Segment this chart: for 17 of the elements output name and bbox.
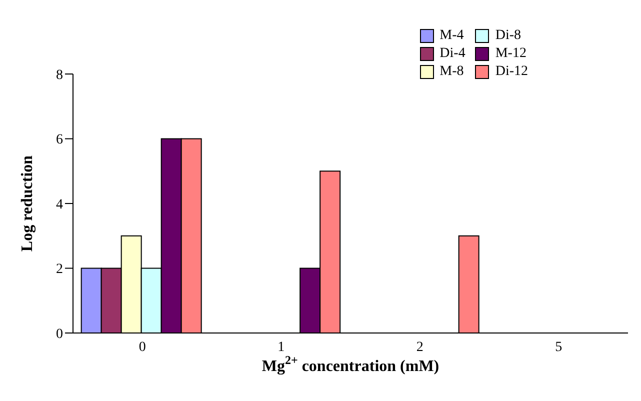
x-tick-label: 5 <box>555 340 562 355</box>
x-tick-label: 0 <box>138 340 146 355</box>
legend-label: Di-12 <box>495 64 528 80</box>
y-tick-label: 6 <box>56 132 63 148</box>
y-tick-label: 4 <box>56 197 63 212</box>
x-tick-label: 2 <box>416 340 424 355</box>
legend-label: M-12 <box>495 46 526 62</box>
legend-label: M-4 <box>440 28 464 44</box>
y-tick-label: 8 <box>56 68 63 83</box>
x-tick-label: 1 <box>278 340 285 355</box>
legend-label: Di-8 <box>495 28 521 44</box>
x-axis-title: Mg$^{2+}$ concentration (mM) <box>262 353 440 375</box>
y-axis-title: Log reduction <box>19 155 36 252</box>
y-tick-label: 2 <box>56 262 63 278</box>
legend-label: Di-4 <box>440 46 466 62</box>
y-tick-label: 0 <box>56 326 63 342</box>
legend-label: M-8 <box>440 64 464 80</box>
